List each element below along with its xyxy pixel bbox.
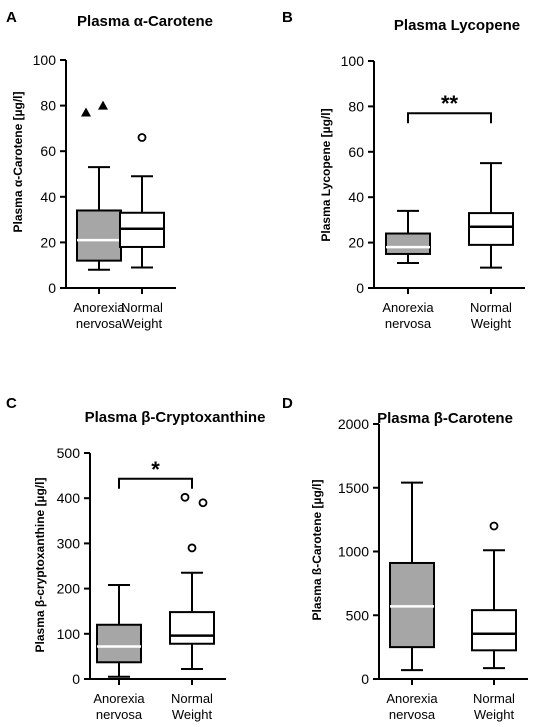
y-tick-label: 400 [57, 490, 81, 506]
box-normal-weight [169, 492, 215, 671]
x-category-label: nervosa [96, 707, 143, 722]
y-tick-label: 0 [72, 671, 80, 687]
iqr-box [471, 609, 517, 652]
y-tick-label: 100 [57, 626, 81, 642]
panel-c: C Plasma β-Cryptoxanthine Plasma β-cryptox… [6, 395, 265, 722]
y-tick-label: 40 [40, 189, 56, 205]
box-normal-weight [471, 521, 517, 670]
panel-a: A Plasma α-Carotene Plasma α-Carotene [µg/… [6, 9, 213, 331]
y-tick-label: 60 [348, 144, 364, 160]
box-anorexia-nervosa [96, 583, 142, 678]
y-tick-label: 60 [40, 143, 56, 159]
box-anorexia-nervosa [385, 209, 431, 265]
panel-d: D Plasma β-Carotene Plasma ß-Carotene [µg/… [282, 395, 528, 722]
y-tick-label: 20 [348, 235, 364, 251]
x-category-label: Anorexia [93, 691, 145, 706]
x-category-label: Weight [122, 316, 163, 331]
chart-title: Plasma Lycopene [394, 17, 520, 34]
x-category-label: nervosa [76, 316, 123, 331]
panel-b: B Plasma Lycopene Plasma Lycopene [µg/l] 0 2… [282, 9, 525, 331]
outlier-point [489, 521, 499, 531]
x-category-label: Normal [470, 300, 512, 315]
y-tick-label: 500 [57, 445, 81, 461]
panel-letter: C [6, 395, 17, 412]
y-tick-label: 2000 [338, 416, 369, 432]
iqr-box [385, 232, 431, 255]
y-tick-label: 1500 [338, 480, 369, 496]
outlier-point [180, 492, 190, 502]
x-category-label: nervosa [385, 316, 432, 331]
significance-label: ** [441, 91, 459, 116]
x-category-label: Anorexia [386, 691, 438, 706]
y-tick-label: 100 [341, 53, 365, 69]
x-category-label: Normal [171, 691, 213, 706]
x-category-label: Normal [121, 300, 163, 315]
chart-title: Plasma α-Carotene [77, 13, 213, 30]
y-tick-label: 100 [33, 52, 57, 68]
x-category-label: Weight [474, 707, 515, 722]
iqr-box [169, 611, 215, 645]
x-category-label: Normal [473, 691, 515, 706]
x-category-label: Weight [172, 707, 213, 722]
iqr-box [389, 561, 435, 649]
y-tick-label: 0 [48, 280, 56, 296]
y-tick-label: 500 [346, 607, 370, 623]
box-anorexia-nervosa [76, 100, 122, 271]
y-axis-label: Plasma α-Carotene [µg/l] [11, 92, 25, 233]
box-normal-weight [119, 133, 165, 269]
outlier-point [198, 498, 208, 508]
box-normal-weight [468, 162, 514, 269]
iqr-box [96, 623, 142, 664]
iqr-box [76, 209, 122, 262]
outlier-point [137, 133, 147, 142]
outlier-point [81, 107, 91, 117]
y-tick-label: 1000 [338, 544, 369, 560]
outlier-point [187, 543, 197, 553]
y-tick-label: 20 [40, 234, 56, 250]
y-axis-label: Plasma Lycopene [µg/l] [319, 108, 333, 241]
box-anorexia-nervosa [389, 481, 435, 672]
y-tick-label: 80 [348, 98, 364, 114]
y-tick-label: 0 [356, 280, 364, 296]
outlier-point [98, 100, 108, 110]
y-axis-label: Plasma ß-Carotene [µg/l] [310, 480, 324, 621]
x-category-label: nervosa [389, 707, 436, 722]
y-tick-label: 80 [40, 98, 56, 114]
panel-letter: B [282, 9, 293, 26]
significance-label: * [151, 457, 160, 482]
y-tick-label: 300 [57, 535, 81, 551]
x-category-label: Weight [471, 316, 512, 331]
iqr-box [468, 212, 514, 246]
bracket-line [407, 112, 492, 124]
chart-title: Plasma β-Cryptoxanthine [85, 409, 266, 426]
panel-letter: A [6, 9, 17, 26]
panel-letter: D [282, 395, 293, 412]
y-tick-label: 200 [57, 581, 81, 597]
bracket-line [118, 477, 193, 489]
x-category-label: Anorexia [73, 300, 125, 315]
x-category-label: Anorexia [382, 300, 434, 315]
y-tick-label: 40 [348, 189, 364, 205]
y-tick-label: 0 [361, 671, 369, 687]
chart-title: Plasma β-Carotene [377, 410, 513, 427]
y-axis-label: Plasma β-cryptoxanthine [µg/l] [33, 478, 47, 653]
significance-bracket: * [118, 457, 193, 489]
significance-bracket: ** [407, 91, 492, 124]
